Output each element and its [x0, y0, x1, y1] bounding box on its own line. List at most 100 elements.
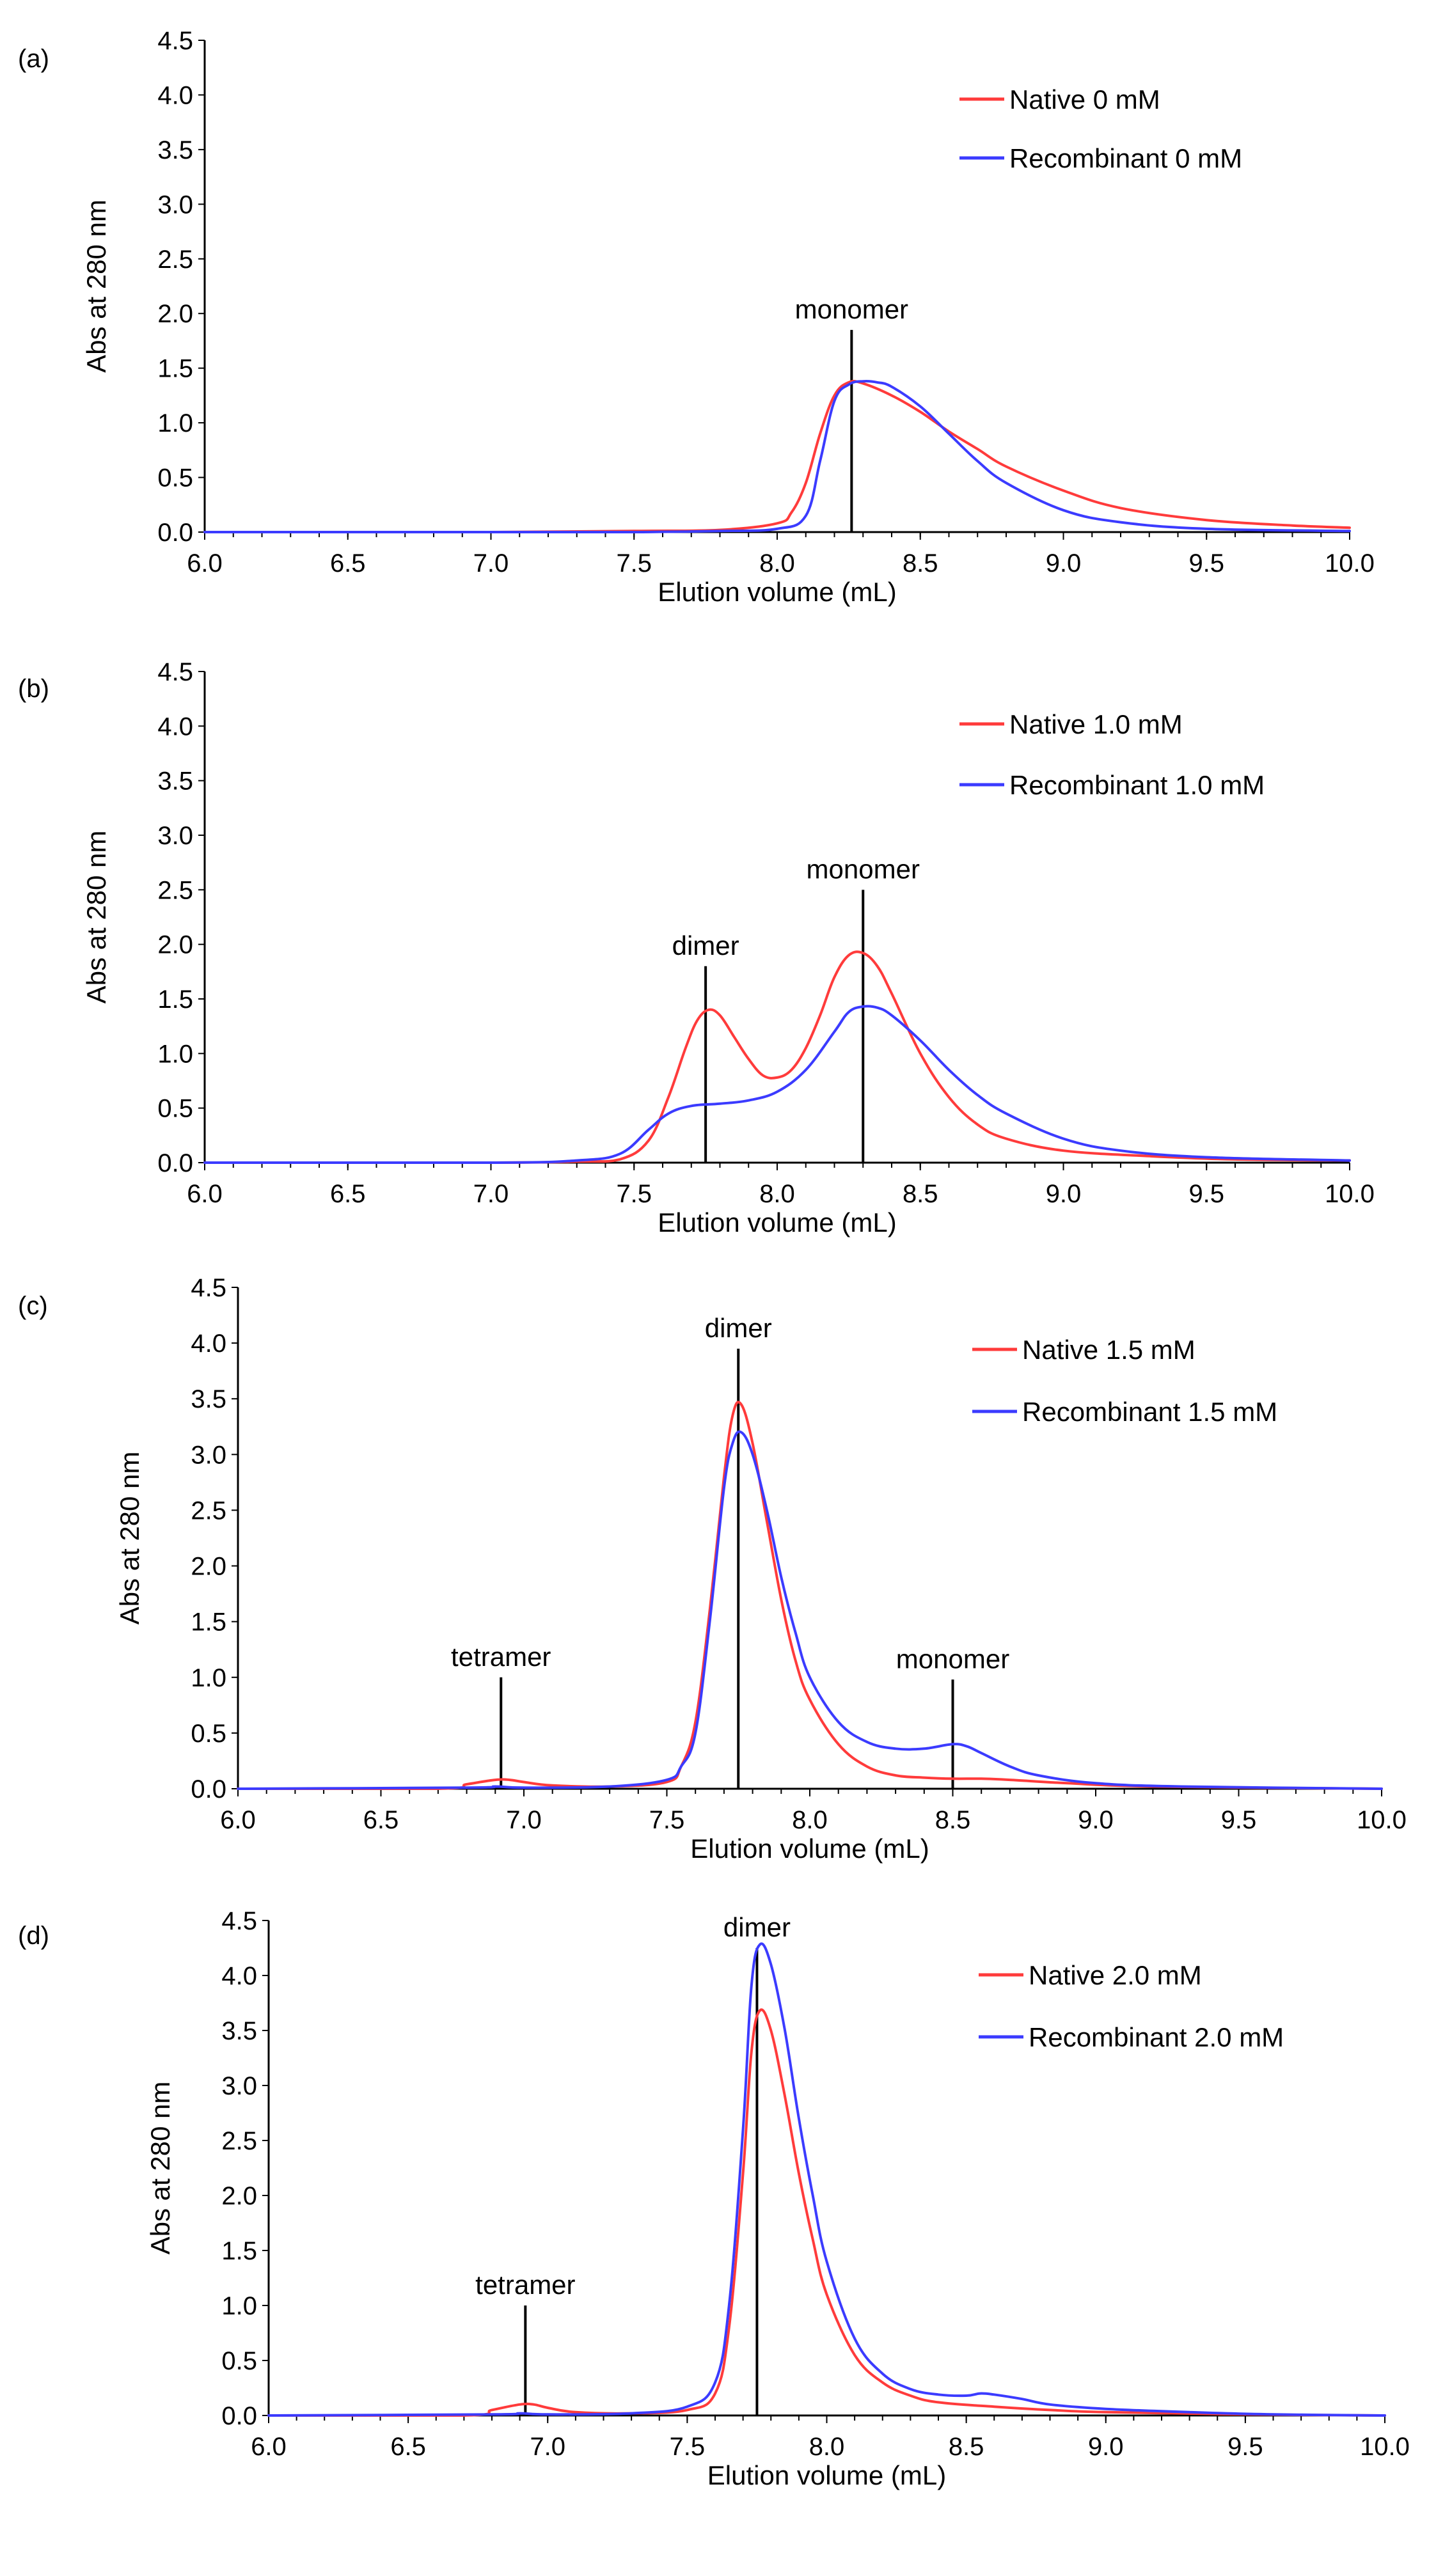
y-tick-label: 0.5 — [191, 1720, 226, 1748]
x-tick-label: 7.0 — [473, 1180, 509, 1208]
y-tick-label: 4.0 — [157, 81, 193, 109]
chart-panel-1: (a) 0.0 0.5 1.0 1.5 2.0 2.5 3.0 3.5 4.0 4.5 6.0 6.5 7… — [18, 27, 1375, 607]
x-tick-label: 9.5 — [1188, 1180, 1224, 1208]
x-axis-label: Elution volume (mL) — [658, 1207, 896, 1237]
x-tick-label: 10.0 — [1325, 1180, 1375, 1208]
y-tick-label: 1.0 — [157, 409, 193, 437]
series-line-native — [203, 950, 1351, 1165]
x-tick-label: 6.0 — [187, 1180, 223, 1208]
y-tick-label: 4.0 — [157, 712, 193, 741]
x-tick-label: 6.5 — [363, 1806, 399, 1834]
y-tick-label: 2.0 — [157, 931, 193, 959]
x-tick-label: 9.5 — [1221, 1806, 1257, 1834]
annotation-label-dimer: dimer — [705, 1313, 772, 1343]
annotation-label-tetramer: tetramer — [475, 2270, 575, 2300]
x-tick-label: 8.0 — [759, 549, 795, 577]
y-axis-label: Abs at 280 nm — [81, 831, 111, 1004]
x-tick-label: 9.5 — [1188, 549, 1224, 577]
x-tick-label: 8.5 — [903, 1180, 938, 1208]
y-tick-label: 4.5 — [221, 1907, 257, 1935]
y-tick-label: 4.5 — [157, 27, 193, 55]
x-tick-label: 8.0 — [809, 2433, 845, 2461]
x-axis-label: Elution volume (mL) — [658, 577, 896, 607]
y-tick-label: 0.0 — [157, 519, 193, 547]
y-tick-label: 0.5 — [157, 464, 193, 492]
y-tick-label: 2.5 — [191, 1496, 226, 1525]
x-tick-label: 7.0 — [473, 549, 509, 577]
legend-label-native: Native 0 mM — [1009, 84, 1160, 114]
y-tick-label: 2.0 — [157, 300, 193, 328]
y-tick-label: 3.5 — [157, 136, 193, 164]
legend-label-native: Native 1.5 mM — [1022, 1335, 1196, 1365]
x-tick-label: 6.0 — [251, 2433, 287, 2461]
y-tick-label: 1.5 — [157, 986, 193, 1014]
chart-panel-4: (d) 0.0 0.5 1.0 1.5 2.0 2.5 3.0 3.5 4.0 4.5 6.0 6.5 7… — [18, 1907, 1410, 2490]
series-line-recombinant — [267, 1942, 1386, 2417]
legend-label-recombinant: Recombinant 1.5 mM — [1022, 1397, 1277, 1427]
y-tick-label: 3.5 — [221, 2017, 257, 2045]
legend-label-native: Native 1.0 mM — [1009, 709, 1183, 739]
x-tick-label: 8.5 — [903, 549, 938, 577]
legend-label-native: Native 2.0 mM — [1029, 1960, 1202, 1990]
x-axis-label: Elution volume (mL) — [707, 2460, 946, 2490]
y-tick-label: 2.5 — [157, 876, 193, 904]
panel-label: (b) — [18, 675, 49, 703]
panel-label: (d) — [18, 1922, 49, 1950]
y-tick-label: 3.0 — [221, 2072, 257, 2100]
y-tick-label: 3.0 — [157, 191, 193, 219]
x-tick-label: 8.0 — [792, 1806, 828, 1834]
x-tick-label: 6.5 — [330, 1180, 366, 1208]
x-tick-label: 7.5 — [649, 1806, 685, 1834]
series-line-native — [267, 2008, 1386, 2417]
x-tick-label: 9.0 — [1046, 549, 1082, 577]
x-tick-label: 8.5 — [949, 2433, 984, 2461]
chart-panel-3: (c) 0.0 0.5 1.0 1.5 2.0 2.5 3.0 3.5 4.0 4.5 6.0 6.5 7… — [18, 1274, 1407, 1864]
y-tick-label: 0.5 — [221, 2347, 257, 2375]
annotation-label-monomer: monomer — [807, 854, 920, 884]
x-tick-label: 7.5 — [616, 549, 652, 577]
y-axis-label: Abs at 280 nm — [81, 200, 111, 373]
y-tick-label: 1.5 — [191, 1608, 226, 1637]
x-tick-label: 9.0 — [1078, 1806, 1114, 1834]
y-tick-label: 0.0 — [157, 1149, 193, 1177]
x-axis-label: Elution volume (mL) — [690, 1834, 929, 1864]
y-tick-label: 2.5 — [157, 246, 193, 274]
y-tick-label: 3.5 — [157, 767, 193, 796]
series-line-recombinant — [237, 1430, 1383, 1790]
panel-label: (a) — [18, 45, 49, 73]
y-tick-label: 4.0 — [191, 1330, 226, 1358]
x-tick-label: 9.0 — [1046, 1180, 1082, 1208]
y-tick-label: 1.0 — [157, 1040, 193, 1068]
legend-label-recombinant: Recombinant 0 mM — [1009, 143, 1242, 173]
annotation-label-dimer: dimer — [672, 931, 739, 961]
legend-label-recombinant: Recombinant 1.0 mM — [1009, 770, 1265, 800]
series-line-recombinant — [203, 379, 1351, 534]
y-tick-label: 2.5 — [221, 2127, 257, 2155]
x-tick-label: 7.5 — [670, 2433, 706, 2461]
y-axis-label: Abs at 280 nm — [114, 1452, 145, 1625]
x-tick-label: 7.0 — [506, 1806, 542, 1834]
y-tick-label: 2.0 — [221, 2182, 257, 2210]
x-tick-label: 8.0 — [759, 1180, 795, 1208]
x-tick-label: 8.5 — [935, 1806, 971, 1834]
y-tick-label: 1.5 — [157, 355, 193, 383]
y-tick-label: 3.5 — [191, 1385, 226, 1413]
y-axis-label: Abs at 280 nm — [145, 2082, 175, 2255]
y-tick-label: 4.5 — [191, 1274, 226, 1302]
legend-label-recombinant: Recombinant 2.0 mM — [1029, 2022, 1284, 2052]
annotation-label-dimer: dimer — [723, 1912, 791, 1942]
x-tick-label: 7.0 — [530, 2433, 565, 2461]
y-tick-label: 1.5 — [221, 2237, 257, 2265]
y-tick-label: 0.5 — [157, 1095, 193, 1123]
chart-panel-2: (b) 0.0 0.5 1.0 1.5 2.0 2.5 3.0 3.5 4.0 4.5 6.0 6.5 7… — [18, 658, 1375, 1237]
y-tick-label: 4.0 — [221, 1962, 257, 1990]
series-line-recombinant — [203, 1005, 1351, 1165]
x-tick-label: 7.5 — [616, 1180, 652, 1208]
x-tick-label: 6.5 — [390, 2433, 426, 2461]
y-tick-label: 1.0 — [221, 2292, 257, 2320]
y-tick-label: 3.0 — [191, 1441, 226, 1469]
x-tick-label: 9.5 — [1227, 2433, 1263, 2461]
x-tick-label: 9.0 — [1088, 2433, 1124, 2461]
x-tick-label: 10.0 — [1325, 549, 1375, 577]
x-tick-label: 6.0 — [187, 549, 223, 577]
